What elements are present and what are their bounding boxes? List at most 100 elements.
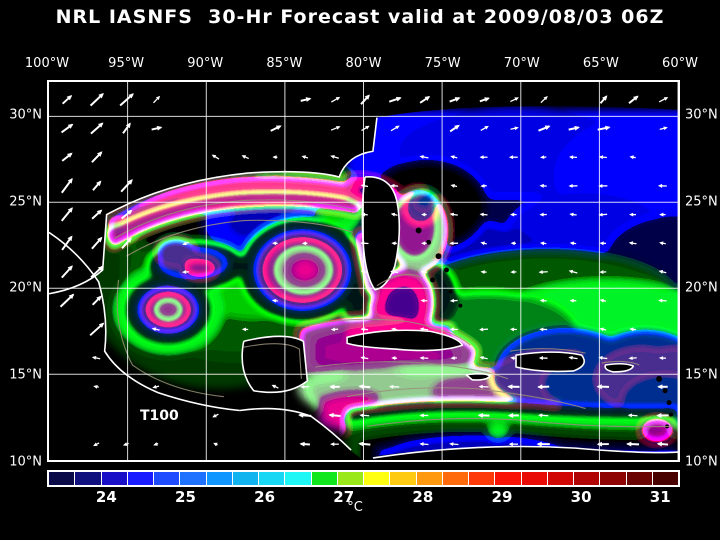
colorbar-swatch xyxy=(495,472,522,485)
current-vector-head xyxy=(97,236,103,243)
current-vector-head xyxy=(336,126,341,130)
current-vector-head xyxy=(599,327,604,332)
lon-tick-label: 80°W xyxy=(345,56,382,71)
current-vector-head xyxy=(510,241,515,246)
lon-tick-label: 100°W xyxy=(24,56,70,71)
current-vector-head xyxy=(507,384,513,390)
lat-tick-label-left: 20°N xyxy=(9,280,42,296)
page-title: NRL IASNFS 30-Hr Forecast valid at 2009/… xyxy=(55,6,665,28)
lat-tick-label-right: 20°N xyxy=(685,280,718,296)
current-vector-head xyxy=(419,356,424,360)
current-vector-head xyxy=(358,441,364,447)
current-vector-head xyxy=(419,327,424,332)
current-vector-head xyxy=(569,241,575,246)
current-vector-head xyxy=(97,265,104,272)
current-vector-head xyxy=(633,95,639,101)
colorbar-tick-label: 29 xyxy=(491,488,513,506)
current-vector-head xyxy=(539,298,544,303)
lat-tick-label-left: 10°N xyxy=(9,454,42,470)
current-vector-head xyxy=(360,356,365,360)
current-vector-head xyxy=(299,441,305,447)
current-vector-head xyxy=(390,270,395,274)
current-vector-head xyxy=(510,270,515,274)
current-vector-head xyxy=(480,183,485,188)
current-vector-head xyxy=(449,327,454,332)
current-vector-head xyxy=(66,95,73,101)
current-vector-head xyxy=(391,356,396,361)
current-vector-head xyxy=(421,241,426,246)
current-vector-head xyxy=(449,241,454,246)
lat-tick-label-left: 15°N xyxy=(9,367,42,383)
current-vector-head xyxy=(629,212,634,217)
current-vector-head xyxy=(539,327,544,332)
current-vector-head xyxy=(539,155,545,160)
current-vector-head xyxy=(663,126,668,131)
current-vector-head xyxy=(67,265,73,271)
current-vector-head xyxy=(569,155,574,160)
current-vector-head xyxy=(360,327,365,332)
current-vector-head xyxy=(602,95,608,101)
colorbar-tick-label: 24 xyxy=(95,488,117,506)
current-vector-head xyxy=(212,413,217,418)
current-vector-head xyxy=(96,295,102,301)
current-vector-head xyxy=(656,441,663,447)
current-vector-head xyxy=(151,327,157,332)
current-vector-head xyxy=(275,125,282,130)
current-vector-head xyxy=(272,155,277,160)
lon-tick-label: 65°W xyxy=(582,56,619,71)
current-vector-head xyxy=(419,413,424,418)
current-vector-head xyxy=(67,123,74,129)
current-vector-head xyxy=(98,322,105,328)
colorbar-swatch xyxy=(574,472,601,485)
current-vector-head xyxy=(479,355,484,360)
current-vector-head xyxy=(211,154,217,159)
current-vector-head xyxy=(514,126,519,131)
current-vector-head xyxy=(93,384,98,389)
current-vector-head xyxy=(574,125,581,131)
bathymetry-contours xyxy=(114,199,674,428)
current-vector-head xyxy=(449,298,455,303)
current-vector-head xyxy=(537,384,543,390)
current-vector-head xyxy=(395,96,402,102)
colorbar-swatch xyxy=(101,472,128,485)
current-vector-head xyxy=(568,183,573,188)
current-vector-head xyxy=(508,155,514,160)
current-vector-head xyxy=(596,441,603,447)
colorbar-tick-label: 31 xyxy=(649,488,671,506)
current-vector-head xyxy=(628,356,633,361)
current-vector-head xyxy=(420,298,425,303)
map-plot-area xyxy=(47,80,680,462)
current-vector-head xyxy=(152,384,157,389)
current-vector-head xyxy=(480,241,485,246)
current-vector-head xyxy=(450,155,455,160)
current-vector-head xyxy=(330,155,335,159)
current-vector-head xyxy=(329,384,335,390)
current-vector-head xyxy=(477,412,483,418)
current-vector-head xyxy=(125,122,131,129)
colorbar-tick-label: 27 xyxy=(333,488,355,506)
current-vector-head xyxy=(508,442,513,447)
current-vector-head xyxy=(454,97,461,102)
current-vector-head xyxy=(360,212,366,217)
colorbar-swatch xyxy=(442,472,469,485)
colorbar-swatch xyxy=(75,472,102,485)
current-vector-head xyxy=(479,155,484,160)
current-vector-head xyxy=(629,327,634,332)
current-vector-head xyxy=(365,125,370,130)
current-vector-head xyxy=(389,384,394,389)
current-vector-head xyxy=(67,235,73,242)
current-vector-head xyxy=(480,270,485,274)
current-vector-head xyxy=(421,212,426,217)
current-vector-head xyxy=(128,93,134,99)
field-name-label: T100 xyxy=(140,408,179,424)
current-vector-head xyxy=(454,124,460,130)
current-vector-head xyxy=(596,384,602,390)
current-vector-head xyxy=(510,356,515,361)
current-vector-head xyxy=(657,384,663,390)
lat-tick-label-right: 30°N xyxy=(685,107,718,123)
current-vector-head xyxy=(598,183,603,188)
current-vector-head xyxy=(272,241,277,246)
colorbar-swatch xyxy=(127,472,154,485)
map-clip xyxy=(49,82,678,460)
current-vector-head xyxy=(449,212,455,217)
